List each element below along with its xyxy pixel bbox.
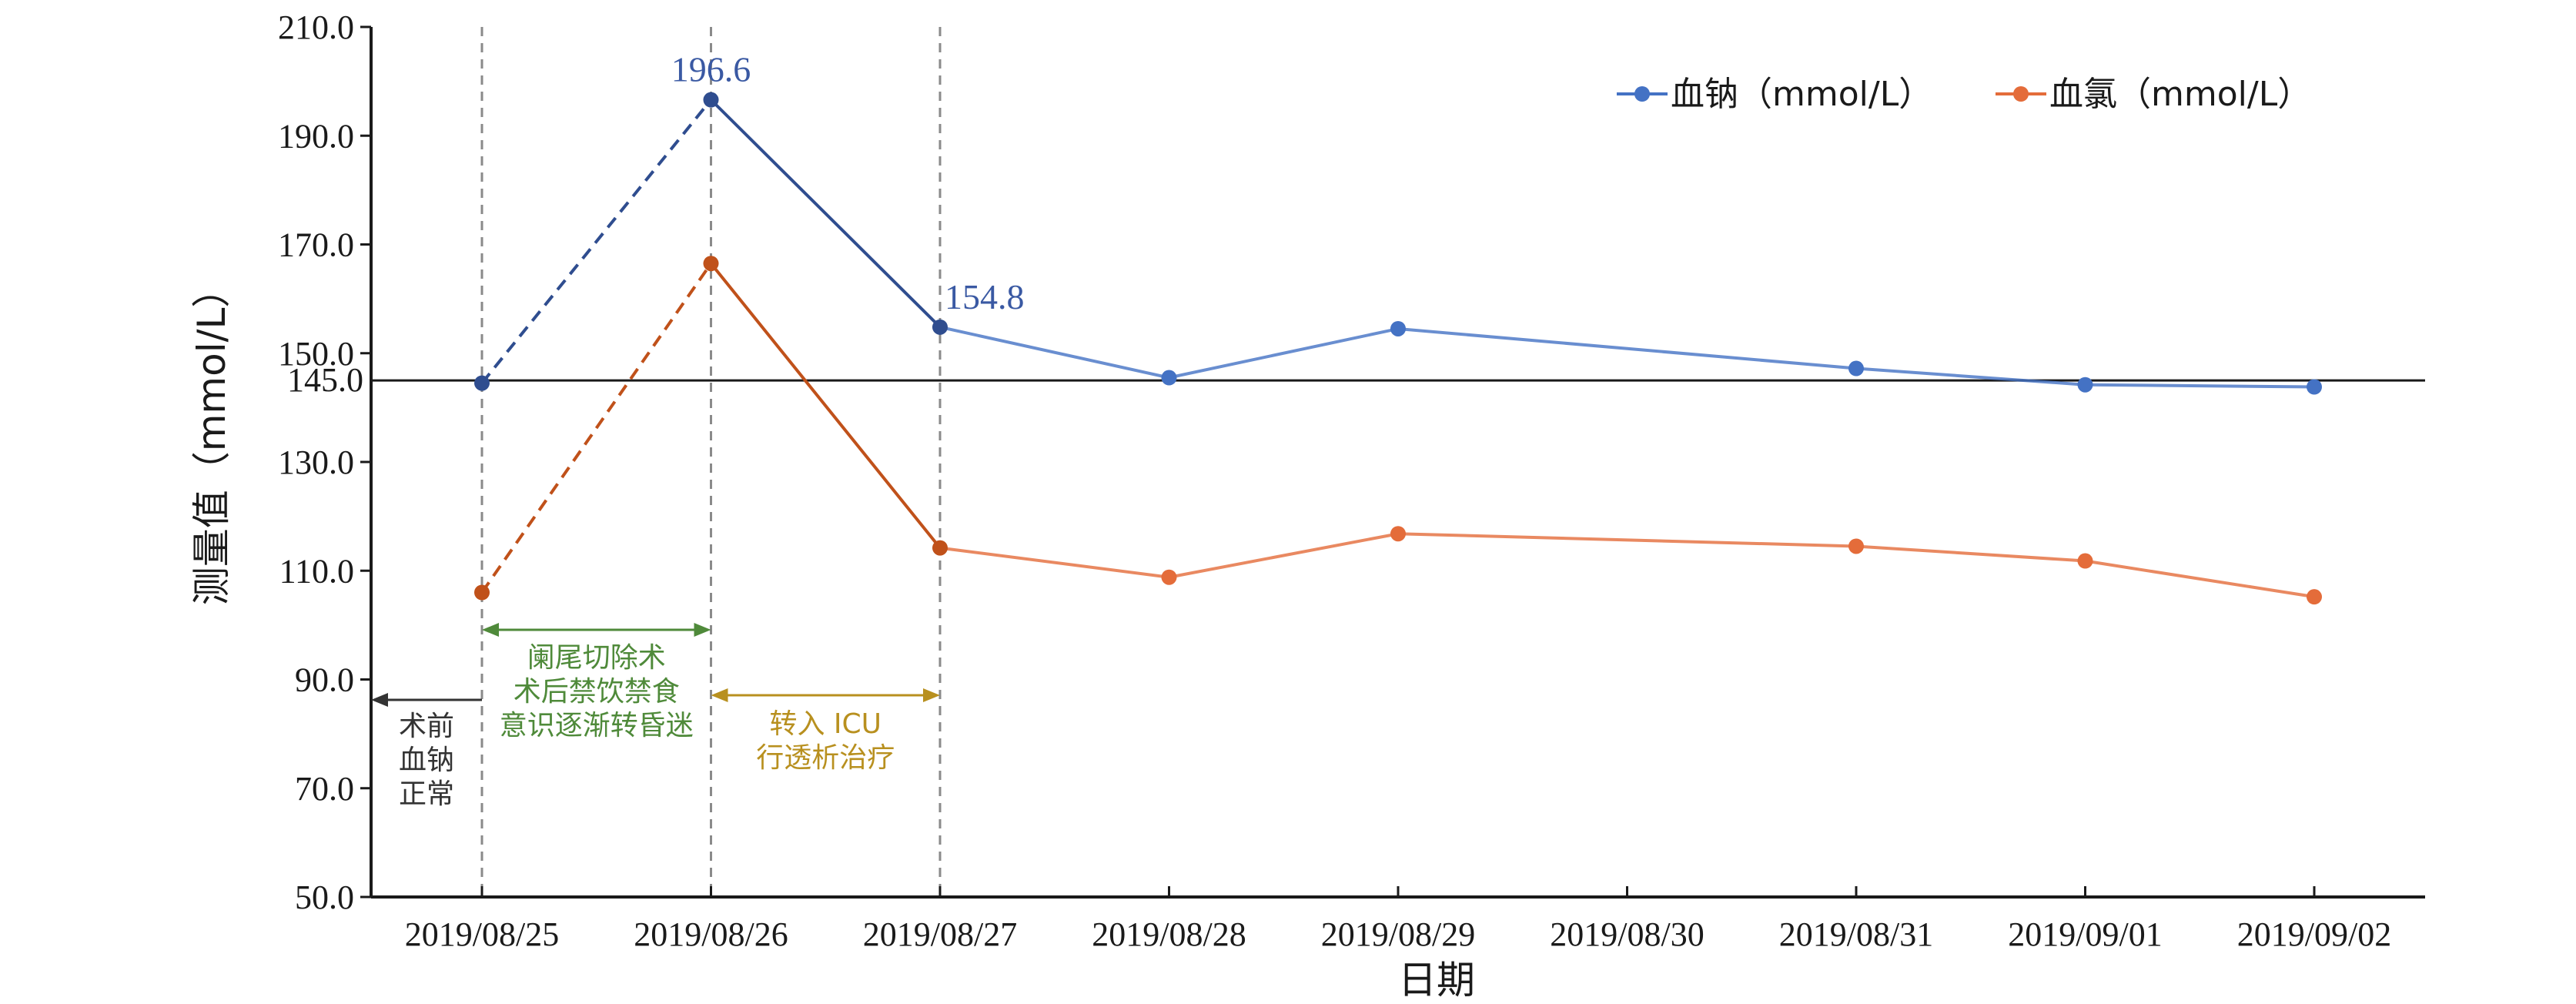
annotation-text: 阑尾切除术	[527, 642, 666, 674]
y-tick-label: 150.0	[278, 335, 354, 373]
x-tick-label: 2019/08/25	[405, 915, 559, 953]
y-tick-label: 50.0	[295, 878, 354, 916]
annotation-text: 术后禁饮禁食	[514, 676, 680, 708]
annotation-arrowhead	[694, 623, 711, 637]
y-tick-label: 90.0	[295, 661, 354, 699]
annotation-text: 术前	[399, 711, 454, 742]
series-1-point	[932, 540, 948, 556]
series-0-point	[1161, 370, 1177, 386]
data-labels: 196.6 154.8	[671, 50, 1025, 316]
series-0-dashed-segment	[480, 99, 713, 384]
series-points	[474, 92, 2322, 605]
annotation-arrowhead	[371, 693, 388, 707]
reference-line-label: 145.0	[287, 361, 363, 399]
series-0-point	[1848, 360, 1864, 376]
y-tick-label: 210.0	[278, 8, 354, 46]
x-tick-label: 2019/08/26	[634, 915, 788, 953]
series-1-point	[1161, 569, 1177, 585]
annotation-arrowhead	[482, 623, 499, 637]
y-tick-label: 190.0	[278, 117, 354, 155]
series-1-point	[703, 256, 719, 272]
series-1-point	[1390, 526, 1406, 542]
series-0-solid-dark-segment	[710, 99, 942, 329]
x-axis-title: 日期	[1398, 958, 1475, 1002]
legend: 血钠（mmol/L） 血氯（mmol/L）	[1617, 75, 2311, 114]
series-0-line	[939, 325, 2315, 389]
series-1-point	[2077, 553, 2093, 569]
series-1-point	[2307, 589, 2322, 605]
y-axis-title: 测量值（mmol/L）	[189, 269, 234, 606]
data-label: 154.8	[945, 277, 1025, 316]
series-0-point	[932, 319, 948, 335]
x-tick-label: 2019/08/30	[1550, 915, 1704, 953]
x-tick-label: 2019/09/02	[2237, 915, 2391, 953]
annotation-text: 血钠	[399, 745, 454, 776]
x-tick-label: 2019/08/29	[1321, 915, 1475, 953]
y-tick-label: 110.0	[279, 552, 354, 590]
legend-swatch-marker	[1634, 86, 1650, 102]
x-tick-label: 2019/08/28	[1092, 915, 1246, 953]
annotation-text: 行透析治疗	[756, 742, 895, 774]
legend-swatch-marker	[2013, 86, 2029, 102]
annotation-text: 正常	[399, 778, 454, 810]
annotation-arrowhead	[923, 688, 940, 702]
legend-label: 血氯（mmol/L）	[2049, 75, 2311, 114]
y-tick-label: 70.0	[295, 770, 354, 808]
reference-line-group: 145.0	[287, 361, 2425, 399]
annotation-text: 转入 ICU	[769, 708, 882, 740]
series-0-point	[2077, 376, 2093, 393]
annotation-arrowhead	[711, 688, 728, 702]
series-1-point	[474, 584, 490, 601]
annotation-text: 意识逐渐转昏迷	[500, 710, 694, 741]
series-0-point	[474, 375, 490, 391]
series-lines	[480, 99, 2315, 599]
legend-label: 血钠（mmol/L）	[1671, 75, 1932, 114]
series-0-point	[2307, 379, 2322, 395]
series-1-point	[1848, 538, 1864, 554]
axes: 50.0 70.0 90.0 110.0 130.0 150.0 170.0 190.0 210…	[278, 8, 2425, 953]
y-tick-label: 130.0	[278, 443, 354, 481]
series-1-dashed-segment	[480, 263, 713, 594]
x-tick-label: 2019/08/27	[863, 915, 1017, 953]
series-0-point	[1390, 320, 1406, 336]
series-0-point	[703, 92, 719, 108]
series-1-solid-dark-segment	[709, 262, 942, 549]
x-tick-label: 2019/09/01	[2008, 915, 2162, 953]
y-tick-label: 170.0	[278, 226, 354, 264]
x-tick-label: 2019/08/31	[1779, 915, 1933, 953]
data-label: 196.6	[671, 50, 751, 89]
series-1-line	[939, 532, 2315, 599]
